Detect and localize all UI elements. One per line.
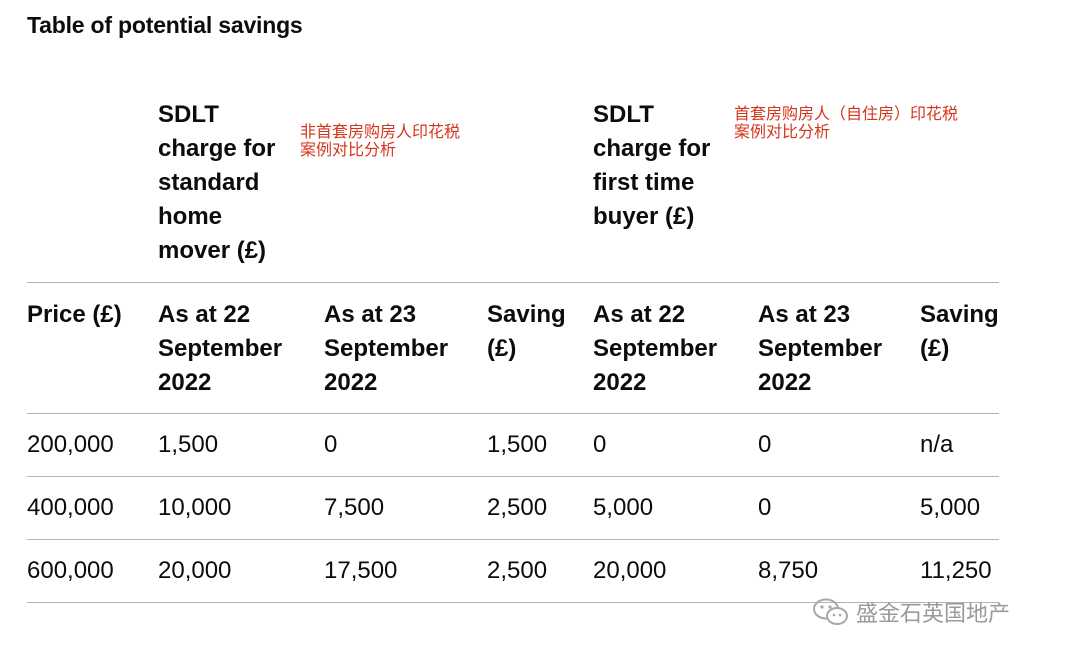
column-header-line: September [158, 335, 283, 362]
group-heading-line: SDLT [593, 101, 654, 128]
column-header-line: As at 22 [593, 301, 686, 328]
column-header-line: September [324, 335, 449, 362]
column-header-line: Price (£) [27, 301, 122, 328]
wechat-icon [812, 597, 850, 627]
watermark-text: 盛金石英国地产 [856, 602, 1011, 627]
column-header-line: As at 23 [324, 301, 417, 328]
table-cell: 200,000 [27, 431, 114, 458]
annotation-line: 首套房购房人（自住房）印花税 [734, 104, 959, 123]
table-cell: 17,500 [324, 557, 398, 584]
table-cell: 8,750 [758, 557, 819, 584]
table-cell: 0 [324, 431, 338, 458]
column-header-line: 2022 [324, 369, 378, 396]
column-header-line: 2022 [158, 369, 212, 396]
column-header-line: Saving [487, 301, 566, 328]
column-header-ftb-before: As at 22 September 2022 [593, 298, 717, 400]
group-heading-standard: SDLT charge for standard home mover (£) [158, 98, 275, 268]
annotation-standard: 非首套房购房人印花税 案例对比分析 [300, 123, 460, 159]
column-header-line: As at 22 [158, 301, 251, 328]
column-header-standard-after: As at 23 September 2022 [324, 298, 448, 400]
table-cell: 1,500 [487, 431, 548, 458]
group-heading-line: mover (£) [158, 237, 267, 264]
annotation-line: 非首套房购房人印花税 [300, 122, 461, 141]
divider [27, 539, 999, 540]
table-cell: 0 [758, 494, 772, 521]
column-header-line: As at 23 [758, 301, 851, 328]
table-cell: 5,000 [920, 494, 981, 521]
column-header-price: Price (£) [27, 298, 122, 332]
table-cell: 11,250 [920, 557, 992, 584]
group-heading-line: charge for [158, 135, 276, 162]
table-cell: 0 [758, 431, 772, 458]
divider [27, 602, 999, 603]
table-caption: Table of potential savings [27, 12, 303, 38]
column-header-ftb-saving: Saving (£) [920, 298, 999, 366]
annotation-line: 案例对比分析 [734, 122, 831, 141]
table-cell: n/a [920, 431, 954, 458]
table-cell: 5,000 [593, 494, 654, 521]
group-heading-first-time: SDLT charge for first time buyer (£) [593, 98, 710, 234]
table-cell: 10,000 [158, 494, 232, 521]
table-cell: 20,000 [158, 557, 232, 584]
column-header-standard-saving: Saving (£) [487, 298, 566, 366]
table-cell: 400,000 [27, 494, 114, 521]
column-header-line: 2022 [758, 369, 812, 396]
column-header-line: (£) [920, 335, 950, 362]
group-heading-line: first time [593, 169, 695, 196]
column-header-line: 2022 [593, 369, 647, 396]
table-cell: 1,500 [158, 431, 219, 458]
table-cell: 20,000 [593, 557, 667, 584]
divider [27, 476, 999, 477]
group-heading-line: charge for [593, 135, 711, 162]
annotation-first-time: 首套房购房人（自住房）印花税 案例对比分析 [734, 105, 958, 141]
group-heading-line: buyer (£) [593, 203, 695, 230]
column-header-ftb-after: As at 23 September 2022 [758, 298, 882, 400]
column-header-line: September [758, 335, 883, 362]
column-header-standard-before: As at 22 September 2022 [158, 298, 282, 400]
column-header-line: (£) [487, 335, 517, 362]
column-header-line: Saving [920, 301, 999, 328]
divider [27, 282, 999, 283]
group-heading-line: SDLT [158, 101, 219, 128]
group-heading-line: standard [158, 169, 260, 196]
annotation-line: 案例对比分析 [300, 140, 397, 159]
table-cell: 7,500 [324, 494, 385, 521]
table-cell: 2,500 [487, 494, 548, 521]
watermark: 盛金石英国地产 [812, 596, 1010, 628]
divider [27, 413, 999, 414]
group-heading-line: home [158, 203, 223, 230]
table-cell: 0 [593, 431, 607, 458]
column-header-line: September [593, 335, 718, 362]
table-cell: 2,500 [487, 557, 548, 584]
table-cell: 600,000 [27, 557, 114, 584]
